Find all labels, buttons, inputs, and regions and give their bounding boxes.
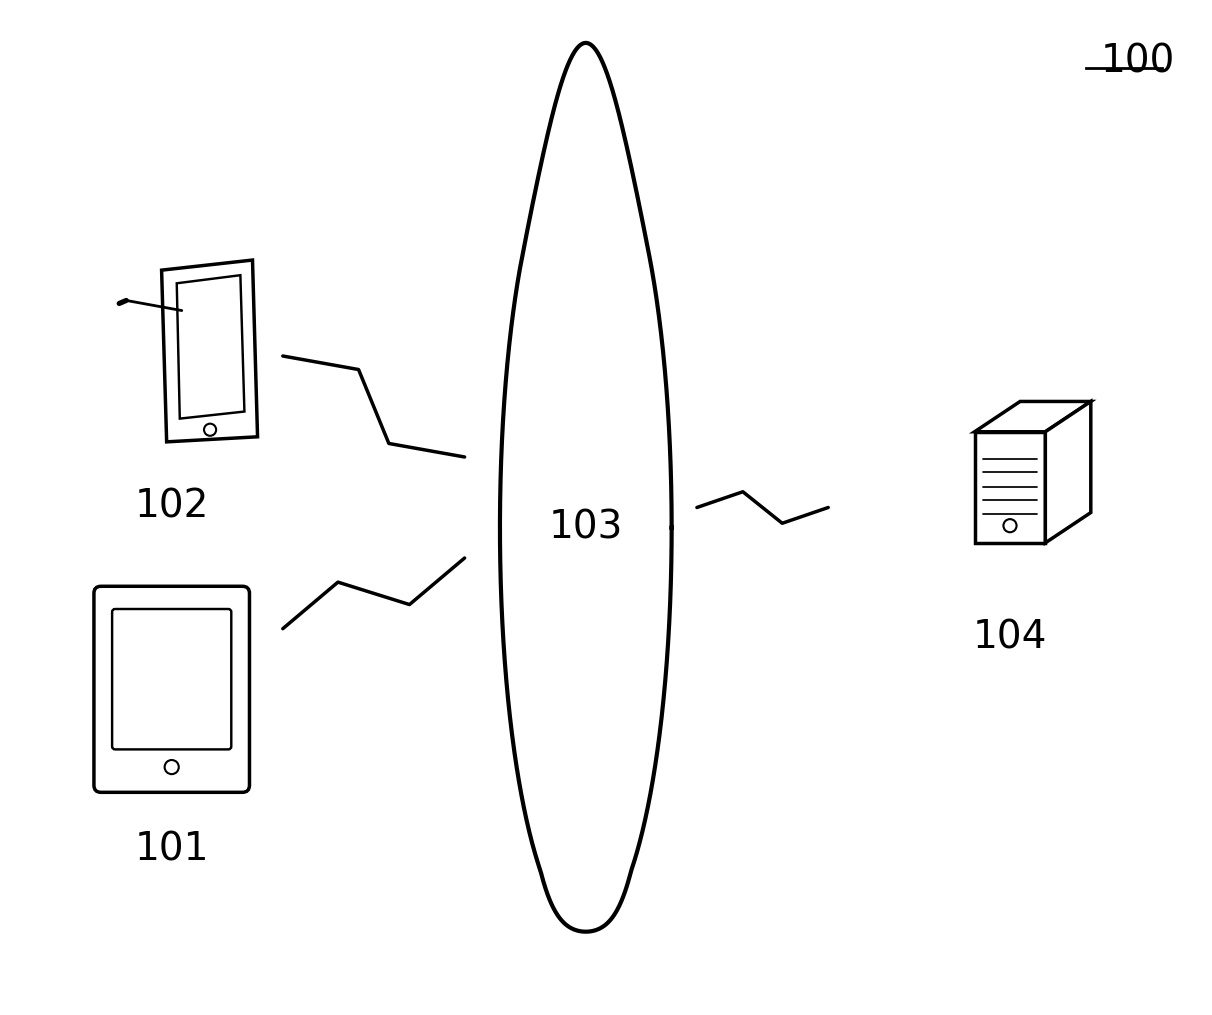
Polygon shape — [161, 260, 257, 442]
FancyBboxPatch shape — [974, 431, 1045, 543]
Polygon shape — [1045, 402, 1091, 543]
Text: 104: 104 — [973, 618, 1047, 657]
Text: 103: 103 — [549, 509, 623, 547]
Polygon shape — [177, 275, 245, 418]
FancyBboxPatch shape — [95, 587, 250, 793]
Text: 100: 100 — [1100, 43, 1176, 81]
Polygon shape — [974, 402, 1091, 431]
Text: 101: 101 — [135, 830, 208, 869]
FancyBboxPatch shape — [113, 609, 231, 749]
Text: 102: 102 — [135, 487, 208, 526]
